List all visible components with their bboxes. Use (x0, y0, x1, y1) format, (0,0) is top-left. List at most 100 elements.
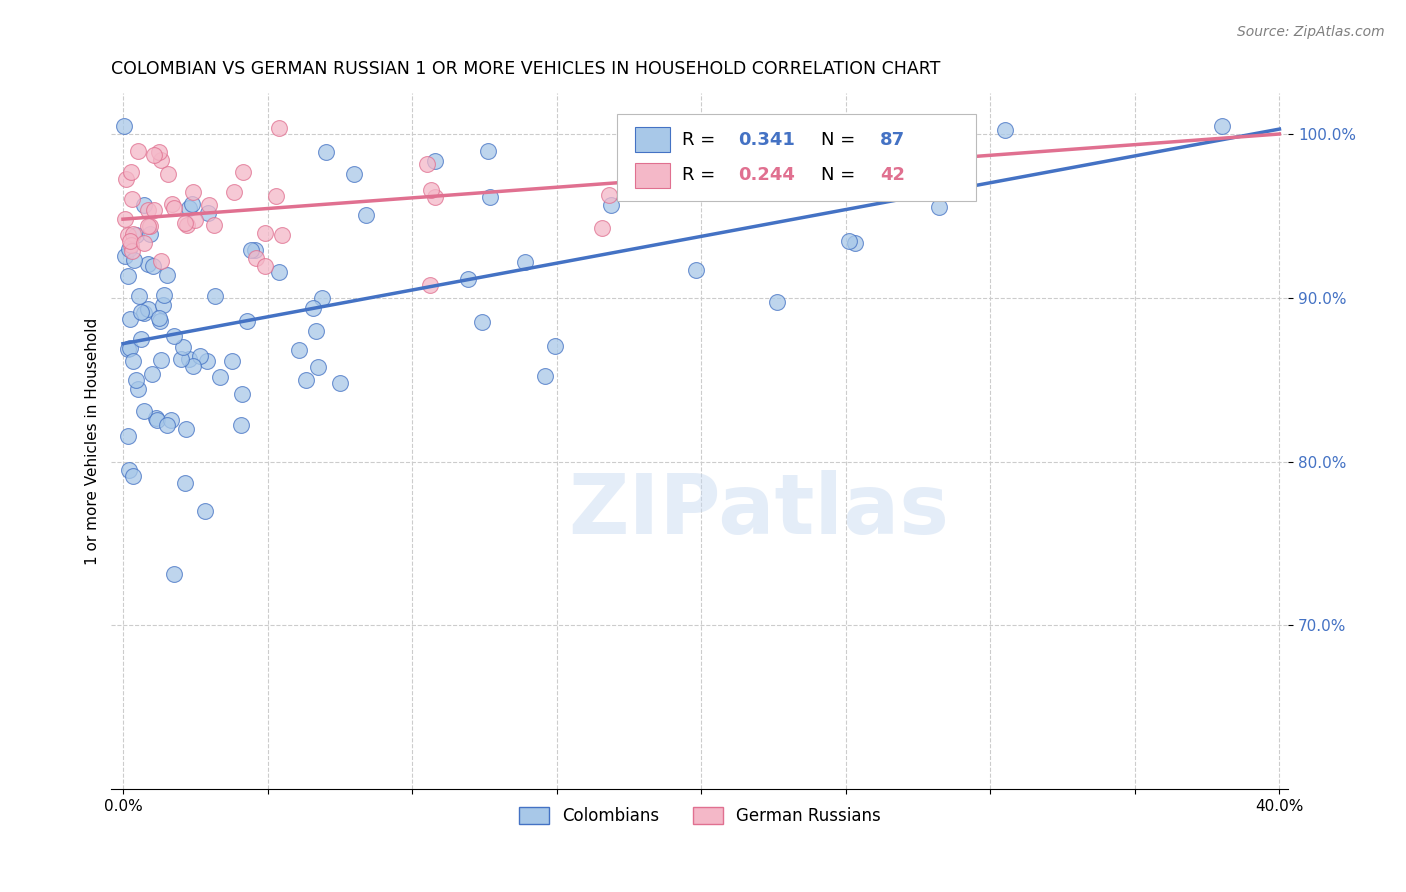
Point (425, 154, 447, 169)
Point (121, 244, 143, 259)
Point (129, 305, 152, 319)
Point (181, 359, 204, 374)
Point (838, 234, 860, 248)
Point (155, 268, 177, 282)
Point (477, 144, 499, 158)
Point (120, 237, 142, 252)
Point (149, 314, 172, 328)
Point (239, 244, 262, 258)
Point (138, 219, 160, 234)
Point (197, 206, 219, 220)
Point (184, 213, 207, 227)
Point (229, 418, 252, 433)
Point (270, 227, 292, 242)
Point (267, 120, 290, 135)
Point (145, 411, 167, 425)
Bar (636, 162, 671, 187)
Point (153, 288, 176, 302)
Point (534, 368, 557, 383)
Text: R =: R = (682, 131, 721, 149)
Point (160, 413, 183, 427)
Point (599, 198, 621, 212)
Point (121, 192, 143, 206)
Point (118, 242, 141, 256)
Text: Source: ZipAtlas.com: Source: ZipAtlas.com (1237, 25, 1385, 39)
Point (162, 566, 184, 581)
Point (127, 144, 149, 158)
Point (202, 218, 225, 232)
Text: N =: N = (821, 166, 860, 184)
Text: N =: N = (821, 131, 860, 149)
Point (163, 329, 186, 343)
Point (139, 227, 162, 242)
Point (114, 212, 136, 227)
Point (132, 198, 155, 212)
Point (231, 386, 253, 401)
Point (150, 352, 173, 367)
Point (716, 169, 738, 183)
Point (169, 351, 191, 366)
Point (112, 119, 135, 133)
Point (132, 306, 155, 320)
Point (288, 343, 311, 357)
Point (129, 332, 152, 346)
Point (114, 249, 136, 263)
Point (598, 188, 620, 202)
Point (267, 265, 290, 279)
Point (457, 271, 479, 285)
Point (844, 235, 866, 250)
Point (695, 169, 717, 184)
Point (479, 190, 502, 204)
Point (188, 349, 211, 363)
Point (254, 226, 277, 240)
Point (245, 251, 267, 265)
Point (685, 263, 707, 277)
Point (149, 254, 172, 268)
Point (221, 354, 243, 368)
Point (195, 354, 218, 368)
Point (315, 145, 337, 160)
Point (120, 341, 142, 355)
Point (179, 352, 201, 367)
Text: 0.341: 0.341 (738, 131, 796, 149)
Point (354, 209, 377, 223)
Point (266, 189, 288, 203)
Point (194, 503, 217, 517)
Point (471, 315, 494, 329)
Text: 42: 42 (880, 166, 905, 184)
Legend: Colombians, German Russians: Colombians, German Russians (510, 798, 889, 833)
Point (243, 243, 266, 257)
Point (125, 227, 148, 242)
Point (136, 202, 159, 217)
Point (766, 295, 789, 310)
Point (232, 164, 254, 178)
Text: COLOMBIAN VS GERMAN RUSSIAN 1 OR MORE VEHICLES IN HOUSEHOLD CORRELATION CHART: COLOMBIAN VS GERMAN RUSSIAN 1 OR MORE VE… (111, 60, 941, 78)
Point (122, 253, 145, 268)
Point (117, 227, 139, 242)
Point (416, 157, 439, 171)
FancyBboxPatch shape (617, 114, 976, 201)
Point (136, 301, 159, 316)
Point (163, 201, 186, 215)
Point (132, 236, 155, 251)
Point (148, 145, 170, 159)
Point (152, 298, 174, 312)
Point (142, 148, 165, 162)
Point (419, 278, 441, 293)
Point (148, 310, 170, 325)
Point (122, 227, 145, 242)
Point (141, 368, 163, 382)
Point (127, 382, 149, 396)
Point (294, 373, 316, 387)
Point (125, 373, 148, 387)
Point (177, 201, 200, 215)
Point (156, 417, 179, 432)
Point (224, 185, 246, 199)
Point (118, 463, 141, 477)
Point (136, 219, 159, 233)
Point (302, 301, 325, 315)
Text: ZIPatlas: ZIPatlas (568, 470, 949, 551)
Point (543, 339, 565, 353)
Text: R =: R = (682, 166, 721, 184)
Point (134, 404, 156, 418)
